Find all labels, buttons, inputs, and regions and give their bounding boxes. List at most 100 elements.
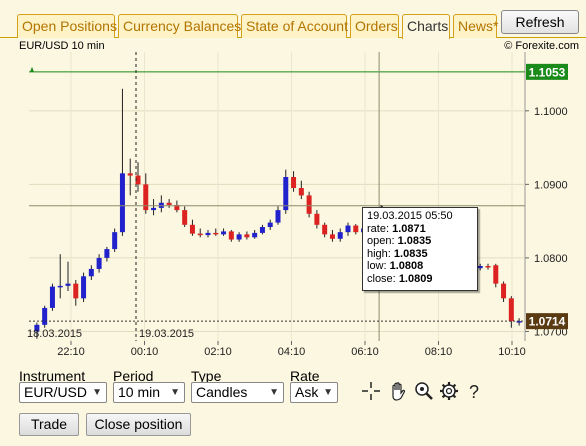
chart-area[interactable]: 1.1000 1.0900 1.0800 1.0700 22:10 00:10 02:10 0… xyxy=(19,38,586,358)
instrument-label: Instrument xyxy=(19,368,86,384)
current-price-bg xyxy=(526,313,568,330)
x-tick-label: 02:10 xyxy=(204,346,232,358)
candle xyxy=(314,210,320,229)
tooltip-rate: rate: 1.0871 xyxy=(367,222,426,235)
zoom-icon[interactable] xyxy=(413,380,435,402)
candle-body xyxy=(151,207,157,211)
tab-orders[interactable]: Orders xyxy=(350,14,399,38)
candle-body xyxy=(353,225,359,233)
candle-body xyxy=(182,210,188,225)
chevron-down-icon: ▼ xyxy=(269,387,279,398)
type-select[interactable]: Candles ▼ xyxy=(191,382,284,403)
candle-body xyxy=(96,257,102,269)
level-marker xyxy=(30,66,34,72)
candle-body xyxy=(298,188,304,196)
candle-body xyxy=(267,222,273,228)
candle xyxy=(73,279,79,306)
candle xyxy=(291,171,297,192)
candle-body xyxy=(322,224,328,235)
candle-body xyxy=(275,210,281,223)
rate-select[interactable]: Ask ▼ xyxy=(290,382,338,403)
x-tick-label: 04:10 xyxy=(278,346,306,358)
candle xyxy=(174,200,180,213)
candle-body xyxy=(477,265,483,269)
candle-body xyxy=(345,225,351,233)
candle xyxy=(127,158,133,196)
current-price-label: 1.0714 xyxy=(526,313,568,330)
period-label: Period xyxy=(113,368,154,384)
candle-body xyxy=(337,232,343,239)
tooltip-date: 19.03.2015 05:50 xyxy=(367,210,453,222)
y-tick-label: 1.0800 xyxy=(534,253,568,265)
candle-body xyxy=(143,184,149,211)
candle xyxy=(322,222,328,238)
price-chart[interactable]: 1.1000 1.0900 1.0800 1.0700 22:10 00:10 02:10 0… xyxy=(19,38,586,358)
y-tick-label: 1.0900 xyxy=(534,179,568,191)
candle xyxy=(135,162,141,192)
candle-body xyxy=(314,213,320,225)
candle-body xyxy=(283,177,289,211)
candle-body xyxy=(127,173,133,176)
tab-state-of-account[interactable]: State of Account xyxy=(241,14,348,38)
tab-currency-balances[interactable]: Currency Balances xyxy=(118,14,241,38)
tooltip-low: low: 1.0808 xyxy=(367,260,424,272)
candle xyxy=(298,180,304,200)
level-price-label: 1.1053 xyxy=(526,63,568,80)
candle-body xyxy=(197,233,203,236)
candle-body xyxy=(228,231,234,240)
chevron-down-icon: ▼ xyxy=(323,387,333,398)
candle-body xyxy=(501,283,507,299)
candle-body xyxy=(236,234,242,240)
hand-pan-icon[interactable] xyxy=(387,380,409,402)
candle-body xyxy=(291,177,297,189)
candle-body xyxy=(88,268,94,277)
tab-open-positions[interactable]: Open Positions xyxy=(17,14,117,38)
candle-body xyxy=(42,307,48,325)
candle-body xyxy=(259,227,265,233)
candle xyxy=(353,224,359,235)
candle-body xyxy=(119,173,125,233)
trade-button[interactable]: Trade xyxy=(19,413,79,436)
refresh-button[interactable]: Refresh xyxy=(501,10,579,34)
help-icon[interactable]: ? xyxy=(463,380,485,402)
tooltip-high: high: 1.0835 xyxy=(367,247,428,260)
candle-body xyxy=(189,224,195,234)
candle-body xyxy=(508,298,514,322)
candle xyxy=(228,229,234,242)
candle-body xyxy=(329,234,335,239)
instrument-select[interactable]: EUR/USD ▼ xyxy=(19,382,107,403)
candle xyxy=(267,219,273,230)
candle xyxy=(221,228,227,236)
candle-body xyxy=(104,249,110,258)
chart-copyright: © Forexite.com xyxy=(504,40,579,52)
period-select[interactable]: 10 min ▼ xyxy=(113,382,185,403)
candle-body xyxy=(65,283,71,286)
candle-body xyxy=(34,324,40,332)
candle xyxy=(166,199,172,208)
candle-tooltip: 19.03.2015 05:50 rate: 1.0871 open: 1.08… xyxy=(362,207,478,291)
candle xyxy=(197,228,203,238)
candle-body xyxy=(135,175,141,185)
chart-grid: 1.1000 1.0900 1.0800 1.0700 22:10 00:10 02:10 0… xyxy=(29,52,568,358)
candle-body xyxy=(49,286,55,308)
candle-body xyxy=(213,232,219,235)
crosshair-icon[interactable] xyxy=(360,380,382,402)
tab-charts[interactable]: Charts xyxy=(402,14,450,39)
candle xyxy=(236,232,242,242)
y-tick-label: 1.1000 xyxy=(534,106,568,118)
gear-icon[interactable] xyxy=(438,380,460,402)
candle xyxy=(477,263,483,271)
candle xyxy=(329,229,335,242)
rate-label: Rate xyxy=(290,368,320,384)
candle xyxy=(49,283,55,311)
candle-body xyxy=(244,234,250,238)
x-tick-label: 00:10 xyxy=(131,346,159,358)
close-position-button[interactable]: Close position xyxy=(86,413,191,436)
x-tick-label: 10:10 xyxy=(498,346,526,358)
x-tick-label: 08:10 xyxy=(425,346,453,358)
candle xyxy=(213,228,219,236)
tab-bar: Open Positions Currency Balances State o… xyxy=(0,0,586,39)
candle-body xyxy=(221,231,227,235)
tab-news[interactable]: News* xyxy=(453,14,498,38)
tooltip-close: close: 1.0809 xyxy=(367,272,433,285)
